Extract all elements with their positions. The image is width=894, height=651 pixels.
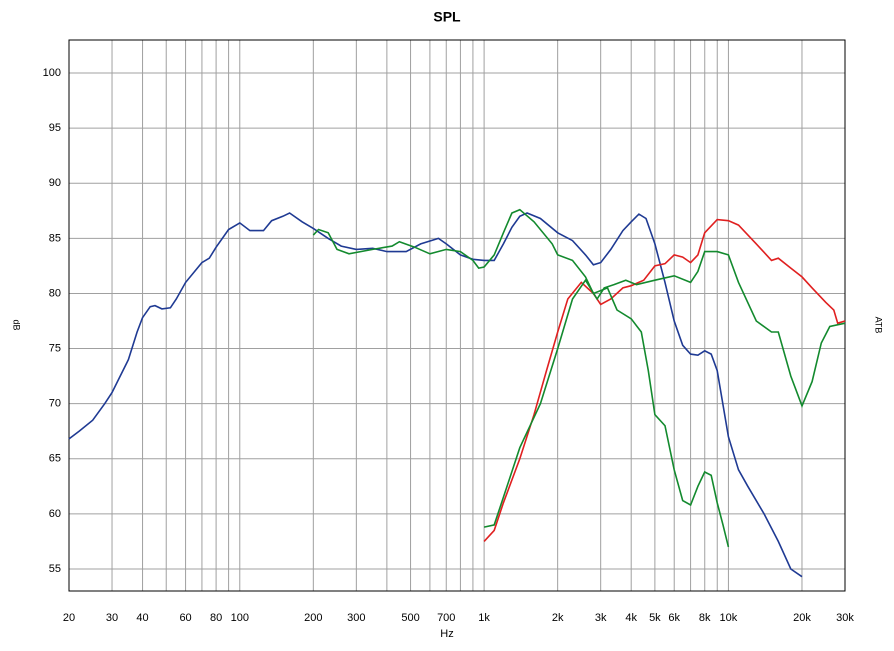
chart-title: SPL: [433, 9, 461, 25]
series-line: [483, 218, 846, 542]
x-tick-label: 30: [106, 612, 118, 624]
x-tick-label: 6k: [668, 612, 680, 624]
x-axis-label: Hz: [440, 628, 453, 640]
y-tick-label: 75: [49, 342, 61, 354]
y-tick-label: 100: [43, 67, 61, 79]
x-tick-label: 80: [210, 612, 222, 624]
x-tick-label: 500: [401, 612, 419, 624]
x-tick-label: 5k: [649, 612, 661, 624]
y-tick-label: 60: [49, 508, 61, 520]
x-tick-label: 700: [437, 612, 455, 624]
x-tick-label: 4k: [625, 612, 637, 624]
x-tick-label: 200: [304, 612, 322, 624]
y-tick-label: 90: [49, 177, 61, 189]
plot-frame: [68, 39, 846, 592]
y-tick-label: 85: [49, 232, 61, 244]
series-line: [68, 212, 803, 578]
x-tick-label: 8k: [699, 612, 711, 624]
x-tick-label: 10k: [720, 612, 738, 624]
y-tick-label: 80: [49, 287, 61, 299]
series-line: [483, 250, 846, 528]
y-tick-label: 95: [49, 122, 61, 134]
x-tick-label: 30k: [836, 612, 854, 624]
x-tick-label: 20k: [793, 612, 811, 624]
x-tick-label: 20: [63, 612, 75, 624]
x-tick-label: 2k: [552, 612, 564, 624]
x-tick-label: 60: [179, 612, 191, 624]
x-tick-label: 1k: [478, 612, 490, 624]
y-axis-label: dB: [12, 319, 22, 330]
x-tick-label: 100: [231, 612, 249, 624]
y-tick-label: 55: [49, 563, 61, 575]
x-tick-label: 300: [347, 612, 365, 624]
y-tick-label: 70: [49, 398, 61, 410]
x-tick-label: 3k: [595, 612, 607, 624]
y2-axis-label: ATB: [874, 317, 884, 334]
x-tick-label: 40: [136, 612, 148, 624]
y-tick-label: 65: [49, 453, 61, 465]
series-line: [312, 208, 730, 548]
